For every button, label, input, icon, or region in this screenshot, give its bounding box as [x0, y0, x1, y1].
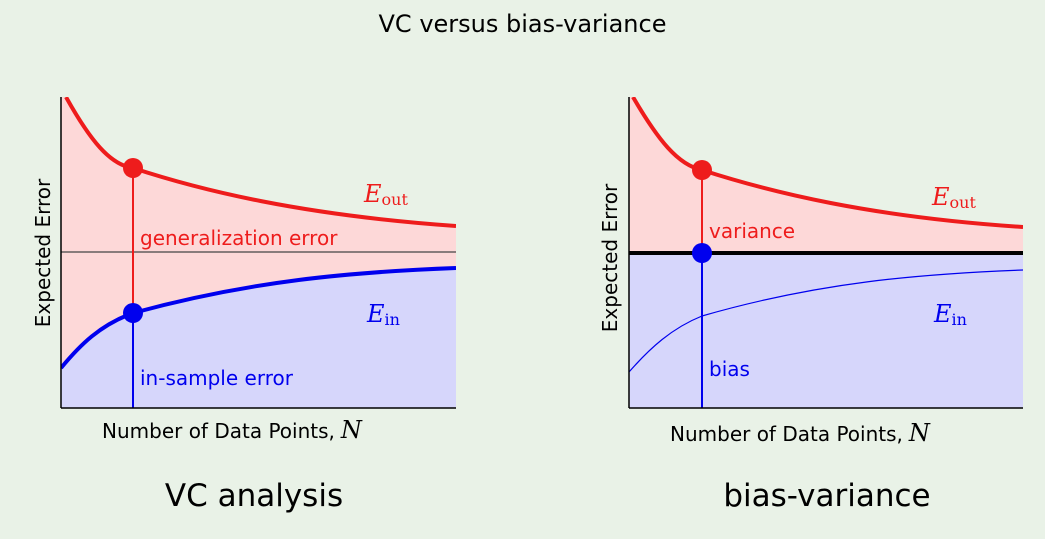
caption-vc-analysis: VC analysis	[164, 478, 344, 514]
right-e-out-curve	[631, 97, 1023, 229]
right-blue-region	[629, 253, 1023, 408]
left-red-region	[61, 97, 456, 368]
left-blue-region	[61, 268, 456, 408]
right-upper-annotation: variance	[709, 219, 795, 243]
right-e-out-sub: out	[950, 193, 977, 212]
left-x-axis-symbol: N	[340, 416, 363, 444]
right-e-in-label: Ein	[933, 300, 967, 329]
right-x-axis-label: Number of Data Points, N	[670, 419, 931, 447]
left-e-out-point	[123, 158, 143, 178]
left-e-out-label: Eout	[363, 180, 408, 209]
right-e-out-main: E	[931, 183, 950, 211]
left-e-in-point	[123, 303, 143, 323]
right-bias-point	[692, 243, 712, 263]
right-e-in-sub: in	[952, 310, 967, 329]
left-x-axis-text: Number of Data Points,	[102, 419, 335, 443]
left-e-in-main: E	[366, 300, 385, 328]
right-y-axis-label: Expected Error	[598, 183, 622, 332]
right-e-in-main: E	[933, 300, 952, 328]
left-upper-annotation: generalization error	[140, 226, 338, 250]
vc-analysis-panel: generalization error in-sample error Eou…	[31, 97, 456, 444]
left-e-in-sub: in	[385, 310, 400, 329]
right-e-out-label: Eout	[931, 183, 976, 212]
right-e-out-point	[692, 160, 712, 180]
left-e-out-sub: out	[382, 190, 409, 209]
right-lower-annotation: bias	[709, 357, 750, 381]
caption-bias-variance: bias-variance	[723, 478, 931, 514]
left-lower-annotation: in-sample error	[140, 366, 294, 390]
left-e-in-label: Ein	[366, 300, 400, 329]
page-title: VC versus bias-variance	[378, 10, 667, 38]
right-e-in-thin-curve	[629, 269, 1023, 373]
bias-variance-panel: variance bias Eout Ein Expected Error Nu…	[598, 97, 1023, 447]
left-e-out-curve	[64, 97, 456, 228]
left-x-axis-label: Number of Data Points, N	[102, 416, 363, 444]
left-e-in-curve	[61, 266, 456, 370]
left-y-axis-label: Expected Error	[31, 178, 55, 327]
right-x-axis-symbol: N	[908, 419, 931, 447]
right-red-region-cut	[629, 97, 1023, 227]
right-x-axis-text: Number of Data Points,	[670, 422, 903, 446]
left-e-out-main: E	[363, 180, 382, 208]
